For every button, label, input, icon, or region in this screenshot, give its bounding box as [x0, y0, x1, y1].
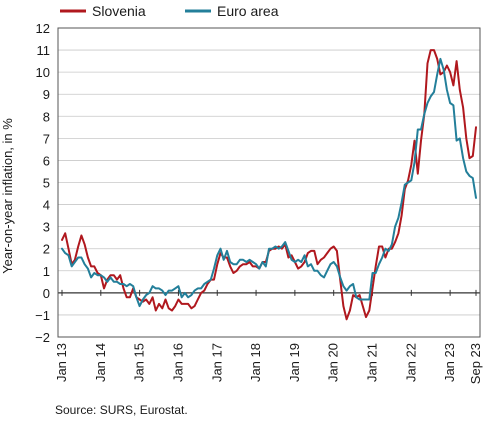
y-tick-label: 8: [43, 109, 50, 124]
chart-legend: Slovenia Euro area: [60, 3, 279, 19]
euro-area-line: [61, 57, 477, 308]
x-tick-label: Jan 20: [326, 343, 341, 382]
y-tick-label: 3: [43, 220, 50, 235]
x-tick-label: Jan 15: [132, 343, 147, 382]
plot-frame: [57, 27, 481, 338]
x-tick-label: Jan 16: [170, 343, 185, 382]
x-tick-label: Jan 22: [403, 343, 418, 382]
y-tick-label: 10: [36, 65, 50, 80]
x-tick-label: Jan 23: [442, 343, 457, 382]
y-tick-label: 2: [43, 242, 50, 257]
y-tick-label: 11: [37, 43, 51, 58]
y-tick-label: 6: [43, 153, 50, 168]
y-tick-label: 9: [43, 87, 50, 102]
x-tick-label: Jan 19: [287, 343, 302, 382]
y-tick-label: 0: [43, 286, 50, 301]
x-tick-label: Sep 23: [468, 343, 483, 384]
plot-border: [57, 27, 481, 338]
x-tick-label: Jan 17: [209, 343, 224, 382]
x-axis-ticks: Jan 13 Jan 14 Jan 15 Jan 16 Jan 17 Jan 18 Jan …: [54, 289, 483, 384]
y-tick-label: 7: [43, 131, 50, 146]
y-tick-label: −2: [35, 330, 50, 345]
y-tick-label: 1: [43, 264, 50, 279]
y-tick-label: 4: [43, 198, 50, 213]
y-tick-label: 5: [43, 176, 50, 191]
series-lines: [61, 49, 477, 321]
y-tick-label: −1: [35, 308, 50, 323]
legend-label-euro-area: Euro area: [217, 3, 279, 19]
x-tick-label: Jan 14: [93, 343, 108, 382]
y-axis-label: Year-on-year inflation, in %: [0, 118, 15, 274]
legend-label-slovenia: Slovenia: [92, 3, 146, 19]
y-tick-label: 12: [36, 21, 50, 36]
x-tick-label: Jan 18: [248, 343, 263, 382]
x-tick-label: Jan 13: [54, 343, 69, 382]
x-tick-label: Jan 21: [365, 343, 380, 382]
gridlines: [58, 27, 480, 338]
source-note: Source: SURS, Eurostat.: [55, 403, 188, 417]
slovenia-line: [61, 49, 477, 321]
